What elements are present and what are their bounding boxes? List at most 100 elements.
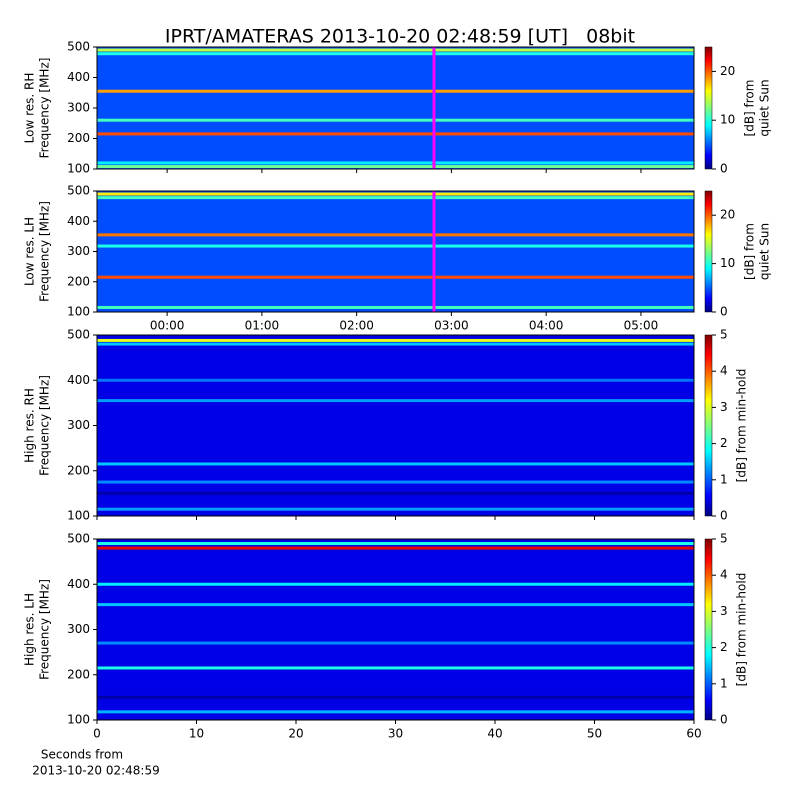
y-axis-label: Low res. RH: [23, 73, 37, 144]
colorbar-tick-label: 0: [720, 305, 728, 319]
y-tick-label: 300: [67, 101, 90, 115]
x-tick-label: 00:00: [150, 319, 185, 333]
y-tick-label: 400: [67, 214, 90, 228]
x-tick-label: 10: [189, 727, 204, 741]
x-tick-label: 04:00: [529, 319, 564, 333]
x-tick-label: 05:00: [624, 319, 659, 333]
colorbar-tick-label: 3: [720, 604, 728, 618]
emission-band: [97, 244, 694, 248]
y-tick-label: 400: [67, 70, 90, 84]
x-axis-label: Seconds from: [41, 748, 123, 762]
colorbar-label: [dB] from: [743, 223, 757, 280]
emission-band: [97, 89, 694, 93]
x-tick-label: 0: [93, 727, 101, 741]
colorbar-tick-label: 10: [720, 113, 735, 127]
emission-band: [97, 118, 694, 122]
y-axis-label: Frequency [MHz]: [38, 58, 52, 159]
y-tick-label: 100: [67, 305, 90, 319]
x-axis-label: 2013-10-20 02:48:59: [32, 764, 159, 778]
emission-band: [97, 196, 694, 200]
y-tick-label: 100: [67, 713, 90, 727]
emission-band: [97, 342, 694, 346]
emission-band: [97, 378, 694, 382]
emission-band: [97, 507, 694, 511]
colorbar-tick-label: 2: [720, 436, 728, 450]
y-tick-label: 500: [67, 40, 90, 54]
x-tick-label: 02:00: [339, 319, 374, 333]
emission-band: [97, 582, 694, 586]
y-axis-label: Frequency [MHz]: [38, 375, 52, 476]
y-axis-label: High res. LH: [23, 593, 37, 666]
emission-band: [97, 165, 694, 169]
emission-band: [97, 192, 694, 196]
spectrogram-background: [97, 335, 694, 516]
x-tick-label: 30: [388, 727, 403, 741]
colorbar-tick-label: 3: [720, 400, 728, 414]
y-tick-label: 200: [67, 463, 90, 477]
emission-band: [97, 275, 694, 279]
y-tick-label: 100: [67, 162, 90, 176]
x-tick-label: 03:00: [434, 319, 469, 333]
colorbar-tick-label: 4: [720, 568, 728, 582]
colorbar-label: quiet Sun: [758, 223, 772, 280]
y-tick-label: 400: [67, 373, 90, 387]
colorbar-tick-label: 5: [720, 328, 728, 342]
emission-band: [97, 480, 694, 484]
colorbar-tick-label: 1: [720, 472, 728, 486]
y-axis-label: Frequency [MHz]: [38, 201, 52, 302]
colorbar-label: [dB] from min-hold: [735, 369, 749, 483]
emission-band: [97, 338, 694, 342]
colorbar: [704, 190, 713, 313]
colorbar-label: quiet Sun: [758, 79, 772, 136]
emission-band: [97, 710, 694, 714]
emission-band: [97, 132, 694, 136]
emission-band: [97, 233, 694, 237]
y-tick-label: 300: [67, 418, 90, 432]
colorbar-tick-label: 0: [720, 162, 728, 176]
y-tick-label: 100: [67, 509, 90, 523]
emission-band: [97, 603, 694, 607]
colorbar-tick-label: 0: [720, 713, 728, 727]
spectrogram-background: [97, 47, 694, 169]
emission-band: [97, 161, 694, 165]
y-tick-label: 500: [67, 328, 90, 342]
colorbar-tick-label: 5: [720, 532, 728, 546]
spectrogram-background: [97, 191, 694, 312]
y-tick-label: 200: [67, 274, 90, 288]
y-tick-label: 200: [67, 131, 90, 145]
colorbar-label: [dB] from min-hold: [735, 573, 749, 687]
emission-band: [97, 462, 694, 466]
y-tick-label: 500: [67, 184, 90, 198]
emission-band: [97, 399, 694, 403]
chart-title: IPRT/AMATERAS 2013-10-20 02:48:59 [UT] 0…: [165, 26, 635, 48]
y-tick-label: 300: [67, 244, 90, 258]
emission-band: [97, 305, 694, 309]
colorbar-tick-label: 0: [720, 509, 728, 523]
colorbar-tick-label: 4: [720, 364, 728, 378]
colorbar: [704, 538, 713, 721]
x-tick-label: 60: [686, 727, 701, 741]
emission-band: [97, 542, 694, 546]
emission-band: [97, 546, 694, 550]
colorbar-label: [dB] from: [743, 80, 757, 137]
y-axis-label: Frequency [MHz]: [38, 579, 52, 680]
y-tick-label: 200: [67, 667, 90, 681]
emission-band: [97, 52, 694, 56]
y-axis-label: Low res. LH: [23, 217, 37, 286]
colorbar: [704, 334, 713, 517]
x-tick-label: 50: [587, 727, 602, 741]
emission-band: [97, 48, 694, 52]
x-tick-label: 40: [487, 727, 502, 741]
emission-band: [97, 666, 694, 670]
x-tick-label: 01:00: [245, 319, 280, 333]
y-tick-label: 300: [67, 622, 90, 636]
y-axis-label: High res. RH: [23, 388, 37, 463]
colorbar-tick-label: 2: [720, 640, 728, 654]
spectrogram-background: [97, 539, 694, 720]
colorbar-tick-label: 1: [720, 676, 728, 690]
colorbar-tick-label: 10: [720, 256, 735, 270]
colorbar-tick-label: 20: [720, 64, 735, 78]
colorbar-tick-label: 20: [720, 208, 735, 222]
emission-band: [97, 641, 694, 645]
